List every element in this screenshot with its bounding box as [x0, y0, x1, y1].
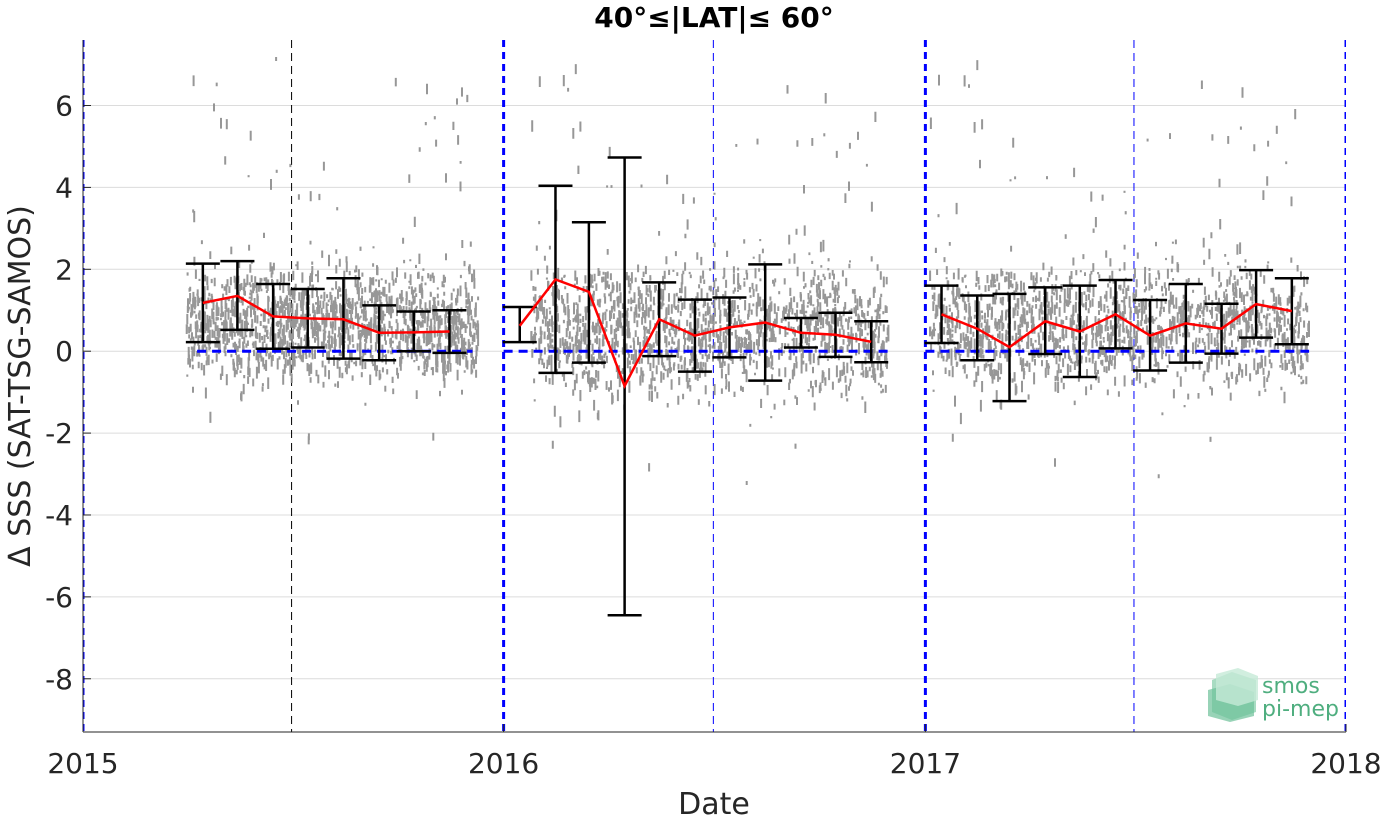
y-tick-label: 4 [55, 171, 73, 204]
x-tick-label: 2018 [1310, 747, 1381, 780]
logo: smos pi-mep [1208, 668, 1339, 722]
mean-line [202, 294, 450, 335]
x-tick-label: 2015 [47, 747, 118, 780]
reference-lines [83, 40, 1346, 732]
logo-line2: pi-mep [1262, 697, 1339, 722]
y-axis-label: Δ SSS (SAT-TSG-SAMOS) [3, 205, 38, 567]
mean-line [941, 302, 1293, 349]
y-tick-label: -6 [45, 581, 73, 614]
scatter-cloud [185, 57, 1310, 485]
errorbar [1274, 277, 1309, 346]
logo-line1: smos [1262, 674, 1320, 699]
y-tick-label: -8 [45, 663, 73, 696]
y-tick-label: -4 [45, 499, 73, 532]
mean-lines [202, 278, 1293, 390]
scatter-points [185, 57, 1310, 485]
x-tick-label: 2017 [890, 747, 961, 780]
y-tick-label: 6 [55, 90, 73, 123]
y-tick-label: 2 [55, 253, 73, 286]
errorbar [854, 320, 889, 364]
y-tick-label: 0 [55, 335, 73, 368]
axes: 6 4 2 0 -2 -4 -6 -8 2015 2016 2017 2018 [45, 40, 1382, 780]
smos-pimep-logo-icon [1208, 668, 1258, 722]
error-bars [185, 156, 1309, 617]
x-tick-label: 2016 [468, 747, 539, 780]
chart-title: 40°≤|LAT|≤ 60° [594, 1, 834, 34]
mean-line [518, 278, 872, 390]
y-tick-label: -2 [45, 417, 73, 450]
x-axis-label: Date [678, 787, 750, 818]
